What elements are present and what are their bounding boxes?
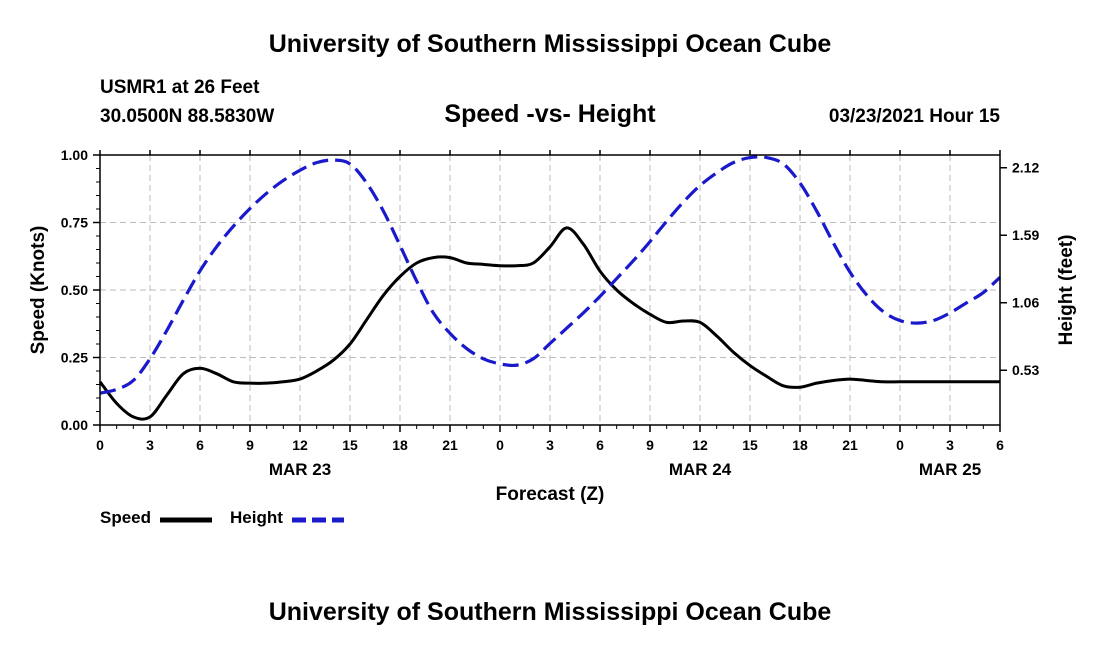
series-layer xyxy=(98,155,1002,421)
grid-layer xyxy=(100,155,1000,425)
legend-speed-label: Speed xyxy=(100,508,152,527)
chart-subtitle: Speed -vs- Height xyxy=(444,100,656,128)
x-tick-label: 12 xyxy=(292,437,308,453)
coordinates-label: 30.0500N 88.5830W xyxy=(100,106,275,127)
x-tick-label: 18 xyxy=(392,437,408,453)
y-left-tick-label: 0.25 xyxy=(61,350,88,366)
date-label: MAR 25 xyxy=(919,460,981,479)
y-right-tick-label: 1.59 xyxy=(1012,227,1039,243)
x-tick-label: 6 xyxy=(196,437,204,453)
x-tick-label: 9 xyxy=(646,437,654,453)
legend-height-label: Height xyxy=(230,508,283,527)
x-tick-label: 3 xyxy=(546,437,554,453)
y-right-tick-label: 0.53 xyxy=(1012,362,1039,378)
y-left-tick-label: 1.00 xyxy=(61,147,88,163)
x-tick-label: 3 xyxy=(946,437,954,453)
y-right-tick-label: 2.12 xyxy=(1012,160,1039,176)
station-label: USMR1 at 26 Feet xyxy=(100,77,260,98)
x-tick-label: 21 xyxy=(442,437,458,453)
y-axis-left-title: Speed (Knots) xyxy=(28,226,49,355)
x-tick-label: 0 xyxy=(496,437,504,453)
series-line-height xyxy=(99,155,1002,395)
forecast-datetime: 03/23/2021 Hour 15 xyxy=(828,106,1000,127)
y-axis-right-title: Height (feet) xyxy=(1056,235,1077,346)
y-left-tick-label: 0.00 xyxy=(61,417,88,433)
date-label: MAR 24 xyxy=(669,460,732,479)
series-line-speed xyxy=(98,226,1000,421)
y-left-tick-label: 0.50 xyxy=(61,282,88,298)
axis-layer: 0 3 6 9 12 15 18 21 0 3 6 9 12 15 18 21 0 3 6 MAR 23 MAR 24 M… xyxy=(61,147,1040,479)
x-axis-title: Forecast (Z) xyxy=(496,484,605,505)
x-tick-label: 0 xyxy=(896,437,904,453)
x-tick-label: 9 xyxy=(246,437,254,453)
x-tick-label: 6 xyxy=(596,437,604,453)
x-tick-label: 15 xyxy=(742,437,758,453)
x-tick-label: 18 xyxy=(792,437,808,453)
x-tick-label: 15 xyxy=(342,437,358,453)
y-left-tick-label: 0.75 xyxy=(61,215,88,231)
x-tick-label: 12 xyxy=(692,437,708,453)
date-label: MAR 23 xyxy=(269,460,331,479)
x-tick-label: 21 xyxy=(842,437,858,453)
footer-title: University of Southern Mississippi Ocean… xyxy=(268,598,832,626)
x-tick-label: 6 xyxy=(996,437,1004,453)
x-tick-label: 0 xyxy=(96,437,104,453)
y-right-tick-label: 1.06 xyxy=(1012,295,1039,311)
x-tick-label: 3 xyxy=(146,437,154,453)
chart-main-title: University of Southern Mississippi Ocean… xyxy=(268,30,832,58)
